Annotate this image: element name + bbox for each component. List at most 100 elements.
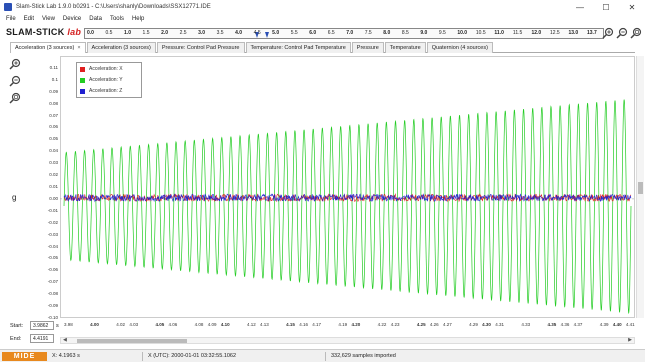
timeline-tick-label: 7.0 — [346, 30, 354, 36]
legend-label-y: Acceleration: Y — [89, 77, 123, 83]
timeline-tick-label: 12.0 — [531, 30, 542, 36]
legend-swatch-z — [80, 88, 85, 94]
x-tick-label: 4.08 — [194, 322, 204, 327]
menu-file[interactable]: File — [6, 16, 16, 22]
timeline-tick-label: 6.5 — [327, 30, 335, 36]
timeline-tick-label: 1.0 — [124, 30, 131, 36]
x-tick-label: 4.30 — [482, 322, 491, 327]
timeline-tick-label: 1.5 — [142, 30, 150, 36]
timeline-tick-label: 6.0 — [309, 30, 317, 36]
zoom-fit-icon[interactable] — [630, 27, 642, 39]
vertical-scrollbar[interactable] — [636, 56, 644, 318]
legend-item-z: Acceleration: Z — [77, 86, 141, 96]
acceleration-plot[interactable] — [60, 56, 635, 318]
x-tick-label: 4.17 — [312, 322, 322, 327]
status-bar: MIDE X: 4.1963 s X (UTC): 2000-01-01 03:… — [0, 349, 645, 362]
legend-label-x: Acceleration: X — [89, 66, 123, 72]
tab-label: Acceleration (3 sources) — [15, 45, 75, 51]
legend-item-y: Acceleration: Y — [77, 75, 141, 85]
timeline-tick-label: 4.5 — [253, 30, 261, 36]
tab-5[interactable]: Temperature — [384, 42, 426, 53]
y-tick-label: -0.08 — [47, 291, 58, 297]
tab-0[interactable]: Acceleration (3 sources) × — [10, 42, 86, 53]
plot-legend: Acceleration: X Acceleration: Y Accelera… — [76, 62, 142, 98]
toolbar: SLAM-STICK lab 0.0 0.5 1.0 1.5 2.0 2.5 3.0 3.5 4… — [0, 25, 645, 41]
timeline-tick-label: 13.0 — [568, 30, 579, 36]
window-title: Slam‑Stick Lab 1.9.0 b0291 - C:\Users\sh… — [16, 4, 211, 10]
x-tick-label: 4.22 — [377, 322, 387, 327]
end-field[interactable]: 4.4191 — [30, 334, 54, 343]
close-button[interactable]: ✕ — [628, 2, 636, 12]
x-tick-label: 4.09 — [207, 322, 217, 327]
slam-stick-logo: SLAM-STICK lab — [6, 27, 81, 37]
scroll-left-icon[interactable]: ◀ — [63, 337, 67, 343]
menu-tools[interactable]: Tools — [109, 16, 124, 22]
tab-6[interactable]: Quaternion (4 sources) — [426, 42, 493, 53]
x-tick-label: 4.36 — [560, 322, 570, 327]
y-tick-label: -0.04 — [47, 243, 58, 249]
status-divider — [325, 352, 326, 361]
menu-data[interactable]: Data — [89, 16, 102, 22]
x-tick-label: 4.40 — [612, 322, 622, 327]
zoom-tools — [600, 27, 642, 39]
menu-device[interactable]: Device — [62, 16, 82, 22]
tab-label: Pressure: Control Pad Pressure — [161, 45, 240, 51]
timeline-tick-label: 9.5 — [438, 30, 446, 36]
start-label: Start: — [10, 323, 24, 329]
vertical-zoom-fit-icon[interactable] — [9, 92, 21, 104]
menu-edit[interactable]: Edit — [23, 16, 35, 22]
vertical-scrollbar-thumb[interactable] — [638, 182, 643, 194]
zoom-in-icon[interactable] — [602, 27, 614, 39]
y-tick-label: -0.06 — [47, 267, 58, 273]
x-tick-label: 4.31 — [495, 322, 505, 327]
view-start-marker-icon[interactable] — [255, 32, 259, 38]
tab-4[interactable]: Pressure — [351, 42, 384, 53]
y-tick-label: 0.06 — [49, 124, 58, 130]
timeline-tick-label: 0.5 — [105, 30, 113, 36]
x-tick-label: 4.27 — [442, 322, 452, 327]
start-field[interactable]: 3.9862 — [30, 321, 54, 330]
vertical-zoom-in-icon[interactable] — [9, 58, 21, 70]
zoom-out-icon[interactable] — [616, 27, 628, 39]
tab-label: Pressure — [356, 45, 379, 51]
timeline-tick-label: 10.0 — [457, 30, 468, 36]
legend-item-x: Acceleration: X — [77, 64, 141, 74]
tab-1[interactable]: Acceleration (3 sources) — [86, 42, 156, 53]
x-tick-label: 4.13 — [260, 322, 269, 327]
timeline-tick-label: 2.0 — [161, 30, 169, 36]
legend-label-z: Acceleration: Z — [89, 88, 123, 94]
y-tick-label: -0.09 — [47, 303, 58, 309]
tab-2[interactable]: Pressure: Control Pad Pressure — [156, 42, 245, 53]
app-icon — [4, 3, 12, 11]
x-tick-label: 4.35 — [547, 322, 557, 327]
menu-view[interactable]: View — [42, 16, 55, 22]
x-tick-label: 4.02 — [116, 322, 126, 327]
window-controls: — ☐ ✕ — [567, 0, 645, 14]
x-readout: X: 4.1963 s — [52, 353, 80, 359]
timeline-overview[interactable]: 0.0 0.5 1.0 1.5 2.0 2.5 3.0 3.5 4.0 4.5 5.0 5.5 6.0 6… — [84, 28, 604, 39]
maximize-button[interactable]: ☐ — [602, 2, 610, 12]
y-tick-label: 0.02 — [49, 172, 58, 178]
y-tick-label: -0.01 — [47, 207, 58, 213]
x-tick-label: 4.05 — [155, 322, 165, 327]
range-bar: Start: 3.9862 s End: 4.4191 ◀ ▶ 3.98 4.00… — [0, 320, 645, 350]
timeline-tick-label: 2.5 — [179, 30, 187, 36]
x-tick-label: 4.26 — [429, 322, 439, 327]
legend-swatch-x — [80, 66, 85, 72]
timeline-tick-label: 3.5 — [216, 30, 224, 36]
x-tick-label: 4.15 — [286, 322, 295, 327]
horizontal-scrollbar[interactable]: ◀ ▶ — [60, 337, 635, 344]
view-end-marker-icon[interactable] — [265, 32, 269, 38]
tab-close-icon[interactable]: × — [77, 45, 81, 51]
horizontal-scrollbar-thumb[interactable] — [77, 339, 187, 343]
y-tick-label: 0.08 — [49, 100, 58, 106]
y-tick-label: -0.03 — [47, 231, 58, 237]
y-tick-label: 0.03 — [49, 160, 58, 166]
minimize-button[interactable]: — — [576, 2, 584, 12]
tab-3[interactable]: Temperature: Control Pad Temperature — [245, 42, 351, 53]
plot-frame — [60, 56, 635, 318]
menu-help[interactable]: Help — [131, 16, 145, 22]
tab-label: Temperature — [389, 45, 421, 51]
scroll-right-icon[interactable]: ▶ — [628, 337, 632, 343]
vertical-zoom-out-icon[interactable] — [9, 75, 21, 87]
